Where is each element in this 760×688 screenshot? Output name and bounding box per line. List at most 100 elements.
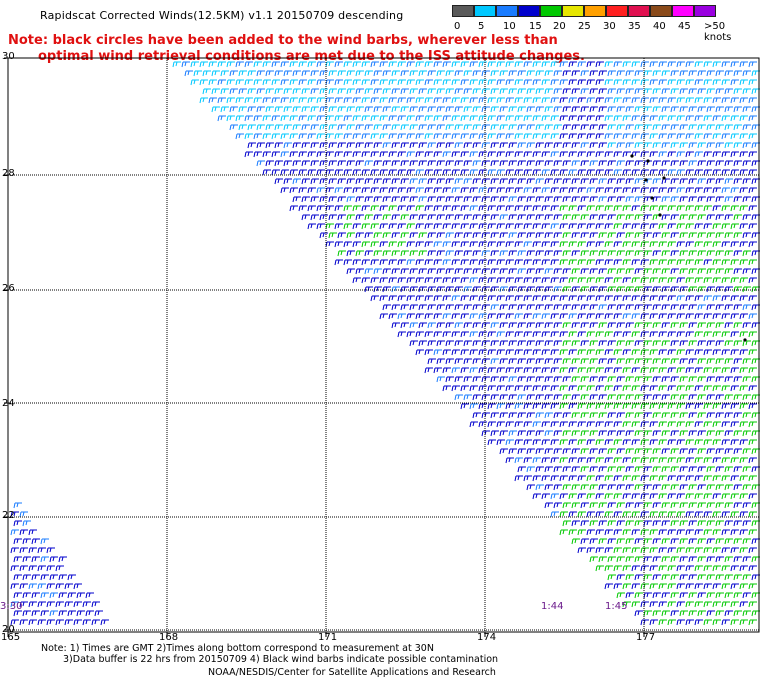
- wind-barb: [730, 241, 739, 248]
- wind-barb: [481, 358, 490, 365]
- wind-barb: [442, 205, 451, 212]
- wind-barb: [199, 97, 208, 104]
- wind-barb: [733, 610, 742, 617]
- wind-barb: [670, 340, 679, 347]
- wind-barb: [532, 367, 541, 374]
- wind-barb: [478, 277, 487, 284]
- contamination-circle: [644, 178, 648, 182]
- wind-barb: [67, 574, 76, 581]
- wind-barb: [478, 97, 487, 104]
- wind-barb: [721, 619, 730, 626]
- wind-barb: [649, 529, 658, 536]
- wind-barb: [697, 466, 706, 473]
- wind-barb: [748, 529, 757, 536]
- wind-barb: [262, 79, 271, 86]
- wind-barb: [733, 538, 742, 545]
- wind-barb: [514, 349, 523, 356]
- wind-barb: [559, 295, 568, 302]
- wind-barb: [469, 295, 478, 302]
- wind-barb: [748, 511, 757, 518]
- wind-barb: [490, 376, 499, 383]
- wind-barb: [652, 448, 661, 455]
- wind-barb: [640, 151, 649, 158]
- wind-barb: [622, 331, 631, 338]
- wind-barb: [742, 484, 751, 491]
- wind-barb: [580, 304, 589, 311]
- wind-barb: [712, 79, 721, 86]
- wind-barb: [607, 556, 616, 563]
- wind-barb: [733, 502, 742, 509]
- wind-barb: [505, 79, 514, 86]
- wind-barb: [598, 340, 607, 347]
- wind-barb: [676, 331, 685, 338]
- wind-barb: [697, 304, 706, 311]
- wind-barb: [568, 205, 577, 212]
- wind-barb: [397, 277, 406, 284]
- wind-barb: [550, 295, 559, 302]
- wind-barb: [625, 268, 634, 275]
- wind-barb: [586, 511, 595, 518]
- wind-barb: [715, 70, 724, 77]
- wind-barb: [661, 160, 670, 167]
- wind-barb: [652, 124, 661, 131]
- wind-barb: [697, 160, 706, 167]
- wind-barb: [427, 106, 436, 113]
- wind-barb: [553, 250, 562, 257]
- wind-barb: [607, 358, 616, 365]
- wind-barb: [631, 205, 640, 212]
- wind-barb: [508, 88, 517, 95]
- wind-barb: [649, 295, 658, 302]
- wind-barb: [445, 88, 454, 95]
- wind-barb: [739, 79, 748, 86]
- wind-barb: [22, 520, 31, 527]
- wind-barb: [658, 205, 667, 212]
- wind-barb: [532, 313, 541, 320]
- wind-barb: [667, 457, 676, 464]
- wind-barb: [451, 295, 460, 302]
- wind-barb: [703, 529, 712, 536]
- wind-barb: [415, 79, 424, 86]
- wind-barb: [625, 250, 634, 257]
- wind-barb: [577, 259, 586, 266]
- wind-barb: [463, 304, 472, 311]
- wind-barb: [481, 322, 490, 329]
- wind-barb: [514, 457, 523, 464]
- wind-barb: [640, 475, 649, 482]
- wind-barb: [742, 610, 751, 617]
- wind-barb: [472, 196, 481, 203]
- wind-barb: [454, 70, 463, 77]
- wind-barb: [712, 493, 721, 500]
- wind-barb: [580, 142, 589, 149]
- wind-barb: [595, 313, 604, 320]
- wind-barb: [730, 349, 739, 356]
- wind-barb: [427, 304, 436, 311]
- wind-barb: [568, 259, 577, 266]
- wind-barb: [721, 133, 730, 140]
- wind-barb: [748, 133, 757, 140]
- wind-barb: [370, 187, 379, 194]
- wind-barb: [244, 133, 253, 140]
- wind-barb: [652, 412, 661, 419]
- wind-barb: [694, 493, 703, 500]
- wind-barb: [481, 340, 490, 347]
- wind-barb: [490, 304, 499, 311]
- wind-barb: [739, 547, 748, 554]
- wind-barb: [517, 196, 526, 203]
- wind-barb: [577, 97, 586, 104]
- wind-barb: [517, 340, 526, 347]
- wind-barb: [523, 61, 532, 68]
- wind-barb: [424, 133, 433, 140]
- wind-barb: [595, 115, 604, 122]
- wind-barb: [199, 79, 208, 86]
- wind-barb: [634, 412, 643, 419]
- wind-barb: [454, 142, 463, 149]
- wind-barb: [532, 439, 541, 446]
- wind-barb: [694, 295, 703, 302]
- wind-barb: [46, 601, 55, 608]
- wind-barb: [190, 61, 199, 68]
- wind-barb: [235, 115, 244, 122]
- wind-barb: [373, 232, 382, 239]
- wind-barb: [364, 196, 373, 203]
- wind-barb: [562, 376, 571, 383]
- wind-barb: [571, 322, 580, 329]
